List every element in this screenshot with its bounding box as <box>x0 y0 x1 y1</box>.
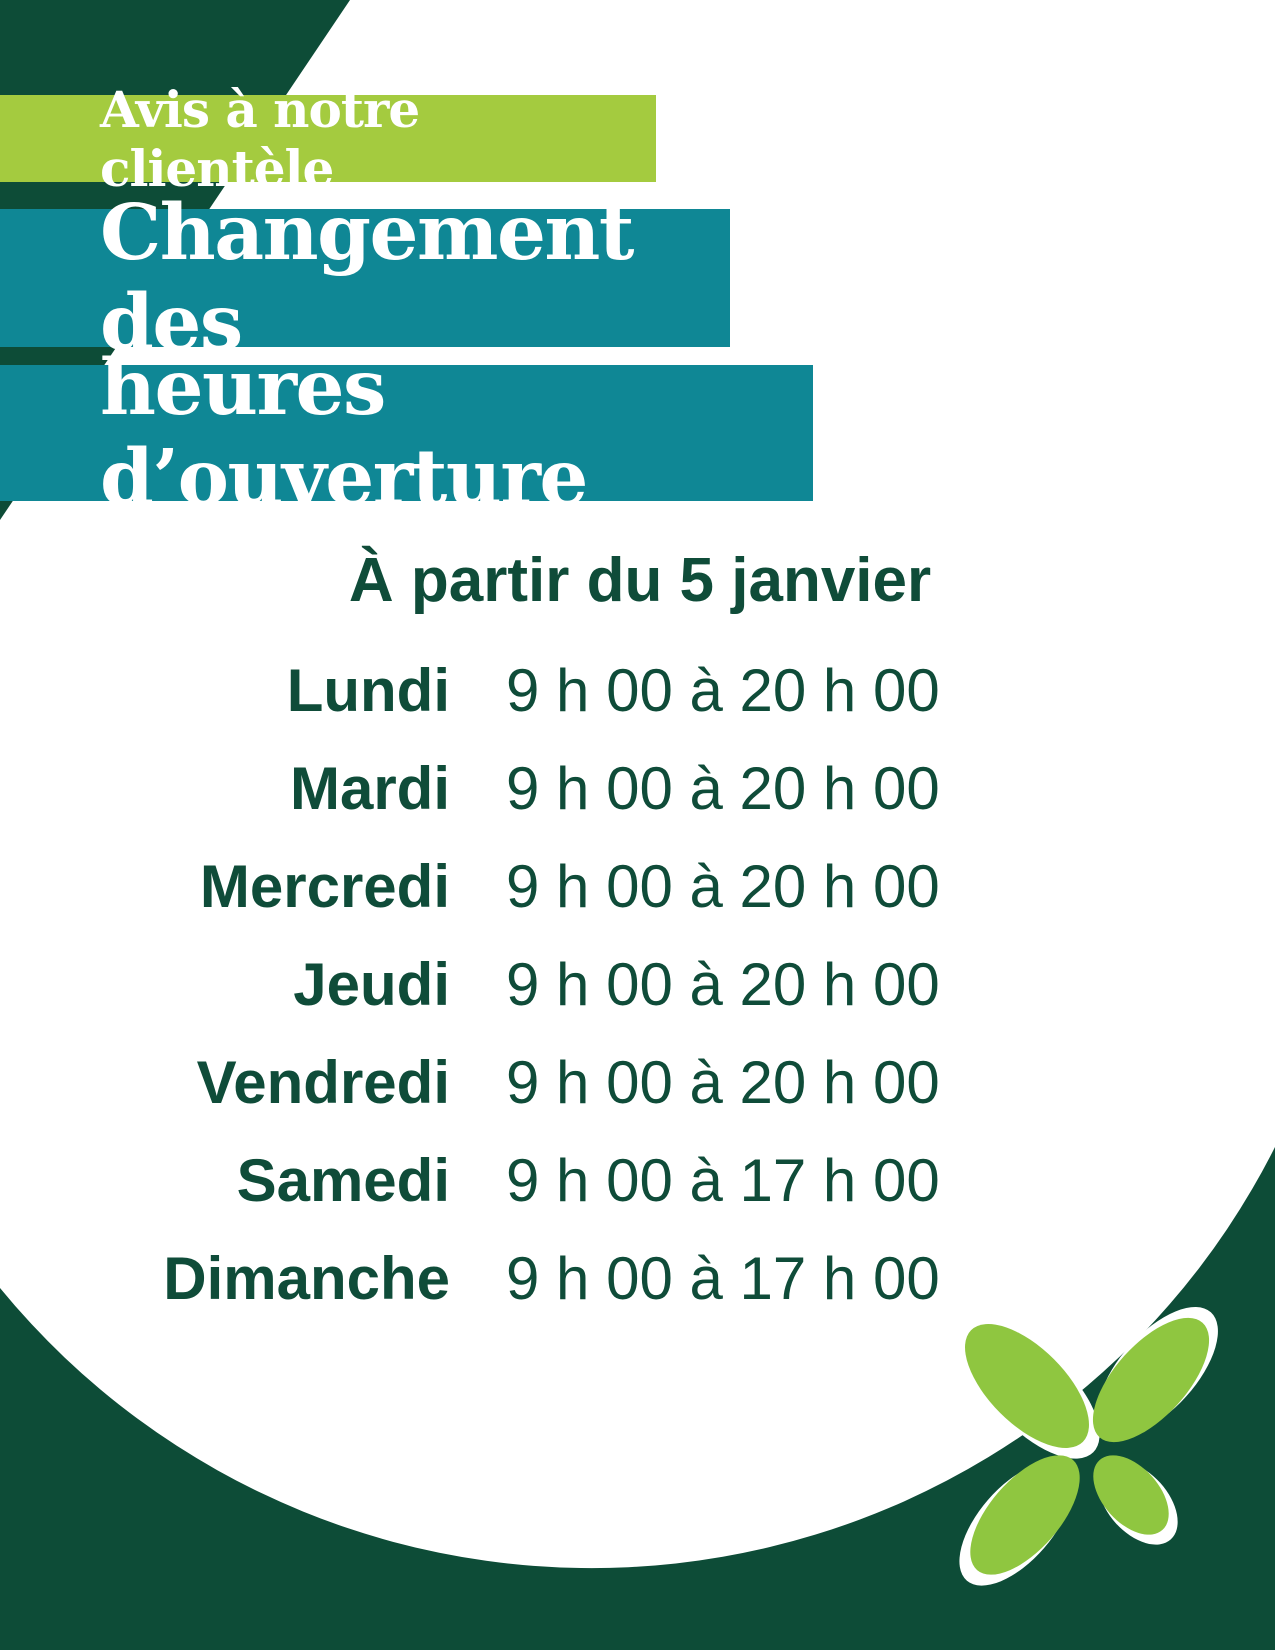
notice-tag-label: Avis à notre clientèle <box>100 79 420 198</box>
schedule-day: Dimanche <box>163 1245 450 1312</box>
schedule-day: Lundi <box>286 657 450 724</box>
schedule-hours: 9 h 00 à 20 h 00 <box>506 657 940 724</box>
petal-bottom-left-icon <box>959 1455 1080 1586</box>
title-banner-line2: heures d’ouverture <box>0 343 813 523</box>
title-line1: Changement des <box>100 188 635 368</box>
opening-hours-table: Lundi 9 h 00 à 20 h 00 Mardi 9 h 00 à 20… <box>150 642 946 1328</box>
schedule-hours: 9 h 00 à 20 h 00 <box>506 755 940 822</box>
petal-bottom-right-icon <box>1093 1455 1178 1545</box>
schedule-day: Mercredi <box>199 853 450 920</box>
schedule-hours: 9 h 00 à 17 h 00 <box>506 1245 940 1312</box>
bottom-curve-area <box>0 1147 1275 1650</box>
petal-top-right-icon <box>1092 1307 1218 1443</box>
title-line2: heures d’ouverture <box>100 343 588 523</box>
schedule-day: Mardi <box>289 755 450 822</box>
schedule-hours: 9 h 00 à 20 h 00 <box>506 1049 940 1116</box>
petal-top-left-icon <box>965 1324 1100 1459</box>
notice-tag-banner: Avis à notre clientèle <box>0 80 656 198</box>
schedule-hours: 9 h 00 à 20 h 00 <box>506 853 940 920</box>
effective-date-subtitle: À partir du 5 janvier <box>348 546 932 615</box>
four-petal-leaf-logo <box>959 1307 1218 1586</box>
schedule-day: Samedi <box>236 1147 450 1214</box>
schedule-hours: 9 h 00 à 20 h 00 <box>506 951 940 1018</box>
schedule-day: Vendredi <box>196 1049 450 1116</box>
schedule-hours: 9 h 00 à 17 h 00 <box>506 1147 940 1214</box>
schedule-day: Jeudi <box>293 951 450 1018</box>
title-banner-line1: Changement des <box>0 188 730 368</box>
